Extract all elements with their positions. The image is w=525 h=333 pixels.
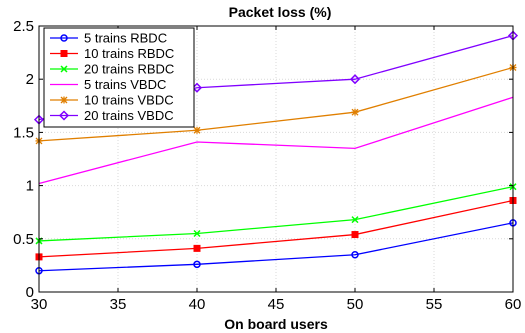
chart-title: Packet loss (%) [229,4,332,20]
y-tick-label: 2 [26,71,34,88]
data-point [351,216,359,224]
x-tick-label: 35 [110,296,127,313]
data-point [193,260,201,269]
legend-marker [60,34,68,42]
series-line [38,66,514,142]
y-tick-label: 1 [26,178,34,195]
x-tick-label: 30 [31,296,48,313]
x-tick-label: 50 [347,296,364,313]
legend-label: 10 trains RBDC [84,46,174,61]
legend-item: 20 trains VBDC [50,108,174,123]
grid [39,26,513,292]
legend-label: 20 trains RBDC [84,62,174,77]
series-group [33,30,519,275]
data-point [349,74,361,85]
axis-ticks: 30 35 40 45 50 55 60 0 0.5 1 1.5 2 2.5 [13,18,521,313]
x-axis-title: On board users [224,316,328,332]
data-point [351,108,359,116]
x-tick-label: 40 [189,296,206,313]
marker-stroke [351,216,359,224]
legend-marker [60,50,68,57]
x-tick-label: 60 [505,296,522,313]
legend-label: 5 trains RBDC [84,31,167,46]
legend-item: 5 trains RBDC [50,31,167,46]
legend-item: 5 trains VBDC [50,77,166,92]
legend-marker [60,96,68,104]
legend-item: 10 trains VBDC [50,93,174,108]
legend-label: 10 trains VBDC [84,93,174,108]
data-point [351,231,359,239]
series-line [38,96,514,185]
series-line [38,186,514,242]
y-tick-label: 1.5 [13,124,34,141]
data-point [193,229,201,238]
series-4 [38,96,514,185]
data-point [193,244,201,252]
series-line [38,199,514,258]
y-tick-label: 0 [26,284,34,301]
marker-stroke [193,229,201,238]
y-tick-label: 0.5 [13,231,34,248]
x-tick-label: 55 [426,296,443,313]
legend-label: 20 trains VBDC [84,108,174,123]
legend-box [43,27,195,128]
x-tick-label: 45 [268,296,285,313]
marker-stroke [60,65,68,73]
series-3 [35,183,517,245]
legend-marker [58,110,70,121]
legend-marker [60,65,68,73]
legend-item: 10 trains RBDC [50,46,174,61]
series-line [38,222,514,272]
y-tick-label: 2.5 [13,18,34,35]
legend-item: 20 trains RBDC [50,62,174,77]
data-point [351,251,359,259]
legend-label: 5 trains VBDC [84,77,166,92]
data-point [193,126,201,134]
